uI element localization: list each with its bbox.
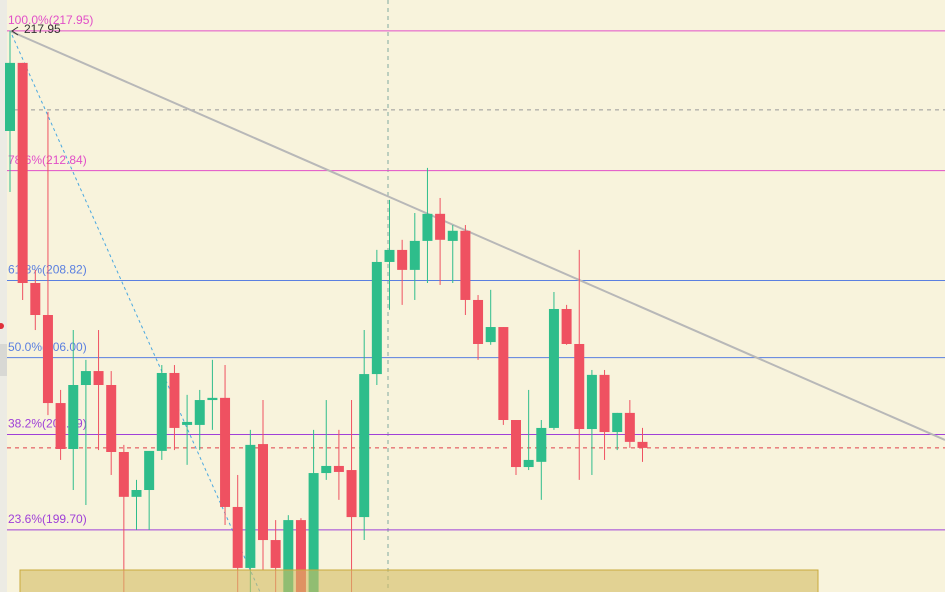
candle-body: [548, 308, 559, 428]
candle-body: [131, 490, 142, 497]
high-arrow: [11, 26, 19, 36]
candle-body: [371, 261, 382, 375]
candle-body: [156, 372, 167, 451]
candle-body: [308, 473, 319, 592]
candle-body: [30, 283, 41, 316]
candle-body: [511, 420, 521, 468]
candle-body: [333, 465, 344, 472]
candle-body: [55, 403, 66, 449]
fib-label: 38.2%(203.19): [8, 417, 87, 431]
candle-body: [599, 374, 610, 433]
candle-body: [485, 327, 496, 343]
candle-body: [169, 372, 180, 428]
candle-body: [258, 444, 268, 541]
candle-body: [321, 465, 332, 474]
candle-body: [397, 249, 408, 270]
candle-body: [422, 213, 433, 241]
candle-body: [68, 385, 79, 449]
left-marker: [0, 323, 4, 329]
left-strip: [0, 0, 7, 592]
candle-body: [473, 299, 484, 344]
candle-body: [270, 540, 281, 568]
candle-body: [384, 249, 395, 262]
candle-body: [435, 213, 446, 240]
candle-body: [586, 374, 597, 430]
candle-body: [612, 412, 623, 433]
candle-body: [561, 308, 572, 344]
fib-label: 78.6%(212.84): [8, 153, 87, 167]
candle-body: [523, 459, 534, 468]
trend-line: [9, 30, 945, 441]
candle-body: [447, 230, 458, 241]
candle-body: [207, 397, 218, 401]
candle-body: [624, 412, 635, 442]
fib-label: 61.8%(208.82): [8, 263, 87, 277]
candle-body: [5, 62, 15, 131]
candle-body: [295, 520, 306, 592]
candle-body: [194, 400, 205, 425]
candle-body: [118, 451, 129, 497]
candle-body: [17, 62, 28, 284]
fib-label: 100.0%(217.95): [8, 13, 93, 27]
candle-body: [283, 520, 294, 592]
candle-body: [637, 441, 648, 448]
candle-body: [106, 385, 117, 452]
candle-body: [182, 421, 193, 425]
candle-body: [346, 470, 357, 518]
candle-body: [536, 427, 547, 462]
candle-body: [409, 240, 420, 270]
candle-body: [232, 506, 243, 568]
zone-box: [19, 569, 819, 592]
candle-body: [359, 374, 370, 518]
candle-body: [460, 230, 471, 300]
candle-body: [220, 397, 231, 507]
high-label: 217.95: [24, 22, 61, 36]
left-handle: [0, 344, 7, 376]
candle-body: [80, 371, 91, 386]
candle-body: [574, 343, 585, 430]
candle-body: [245, 444, 256, 568]
candle-body: [93, 371, 104, 386]
candle-body: [42, 315, 53, 404]
fib-label: 23.6%(199.70): [8, 512, 87, 526]
candle-body: [144, 450, 155, 491]
candle-body: [498, 327, 509, 421]
